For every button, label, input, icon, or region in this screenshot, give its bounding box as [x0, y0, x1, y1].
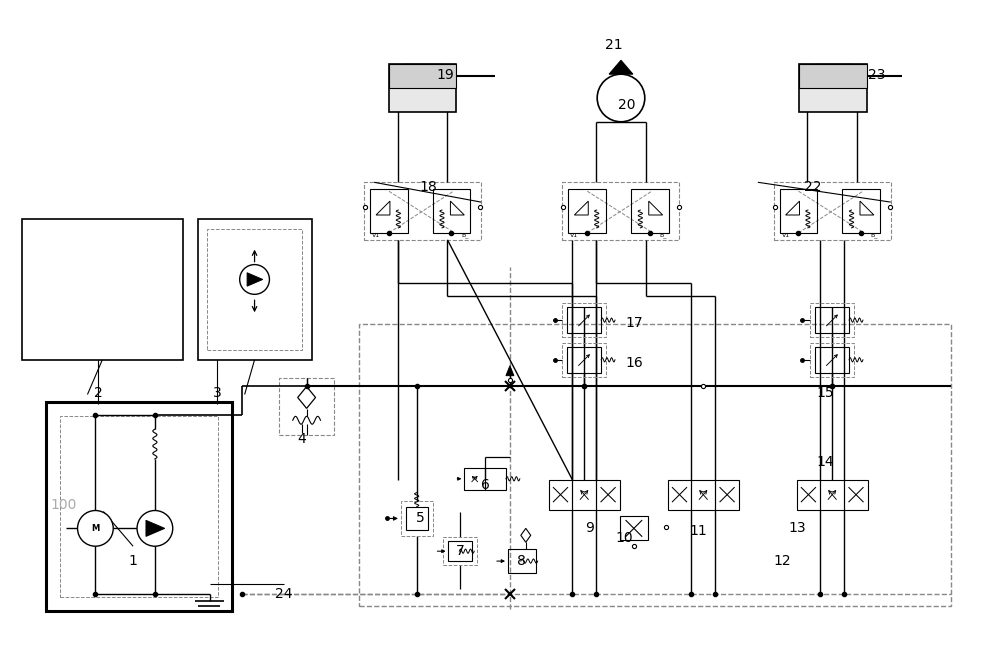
Text: B_: B_: [659, 232, 667, 238]
Bar: [810, 303, 854, 337]
Circle shape: [240, 265, 269, 295]
Text: 10: 10: [615, 531, 633, 545]
Polygon shape: [521, 528, 531, 542]
Bar: [815, 347, 849, 373]
Bar: [596, 480, 620, 510]
Bar: [668, 480, 691, 510]
Text: 8: 8: [517, 554, 526, 568]
Bar: [562, 343, 606, 377]
Text: 16: 16: [625, 356, 643, 370]
Bar: [485, 468, 506, 490]
Text: V1: V1: [570, 233, 579, 238]
Text: 15: 15: [816, 385, 834, 399]
Text: V1: V1: [782, 233, 790, 238]
Bar: [389, 64, 456, 112]
Text: 24: 24: [275, 587, 293, 601]
Text: B_: B_: [461, 232, 468, 238]
Bar: [406, 506, 428, 530]
Text: 5: 5: [416, 512, 425, 526]
Bar: [207, 229, 302, 350]
Polygon shape: [298, 387, 316, 408]
Bar: [797, 480, 820, 510]
Polygon shape: [609, 60, 633, 74]
Bar: [810, 343, 854, 377]
Text: B_: B_: [870, 232, 878, 238]
Bar: [562, 182, 679, 240]
Bar: [443, 537, 477, 565]
Text: 7: 7: [456, 544, 465, 558]
Polygon shape: [146, 520, 165, 536]
Text: V1: V1: [372, 233, 380, 238]
Bar: [464, 468, 485, 490]
Text: 6: 6: [481, 478, 490, 492]
Bar: [842, 189, 880, 233]
Circle shape: [597, 74, 645, 122]
Bar: [799, 64, 867, 112]
Bar: [562, 303, 606, 337]
Text: 2: 2: [94, 385, 103, 399]
Bar: [631, 189, 669, 233]
Bar: [364, 182, 481, 240]
Text: 4: 4: [297, 432, 306, 446]
Bar: [844, 480, 868, 510]
Polygon shape: [506, 366, 514, 375]
Bar: [389, 64, 456, 88]
Text: M: M: [91, 524, 100, 533]
Text: 100: 100: [50, 498, 77, 512]
Bar: [46, 402, 232, 611]
Bar: [568, 189, 606, 233]
Circle shape: [78, 510, 113, 546]
Text: 20: 20: [618, 98, 636, 112]
Bar: [401, 500, 433, 536]
Text: 1: 1: [129, 554, 138, 568]
Bar: [567, 347, 601, 373]
Bar: [359, 324, 951, 606]
Bar: [198, 219, 312, 360]
Text: 23: 23: [868, 68, 886, 82]
Text: 14: 14: [816, 455, 834, 469]
Bar: [508, 549, 536, 573]
Bar: [620, 516, 648, 540]
Bar: [572, 480, 596, 510]
Text: 9: 9: [585, 521, 594, 535]
Text: 13: 13: [789, 521, 806, 535]
Bar: [774, 182, 891, 240]
Bar: [799, 64, 867, 88]
Bar: [448, 541, 472, 561]
Polygon shape: [247, 273, 263, 286]
Text: 3: 3: [213, 385, 222, 399]
Bar: [691, 480, 715, 510]
Text: 21: 21: [605, 39, 623, 52]
Bar: [549, 480, 572, 510]
Text: 22: 22: [804, 180, 821, 194]
Text: 19: 19: [437, 68, 454, 82]
Bar: [370, 189, 408, 233]
Text: 18: 18: [420, 180, 437, 194]
Bar: [567, 307, 601, 333]
Bar: [22, 219, 183, 360]
Circle shape: [137, 510, 173, 546]
Text: 17: 17: [625, 316, 643, 330]
Bar: [715, 480, 739, 510]
Text: 12: 12: [774, 554, 791, 568]
Bar: [433, 189, 470, 233]
Text: 11: 11: [689, 524, 707, 538]
Bar: [279, 377, 334, 435]
Bar: [780, 189, 817, 233]
Bar: [815, 307, 849, 333]
Bar: [820, 480, 844, 510]
Bar: [60, 416, 218, 597]
